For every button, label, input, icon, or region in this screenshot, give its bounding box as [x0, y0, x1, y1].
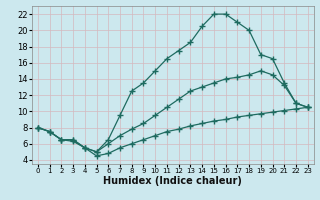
X-axis label: Humidex (Indice chaleur): Humidex (Indice chaleur) — [103, 176, 242, 186]
